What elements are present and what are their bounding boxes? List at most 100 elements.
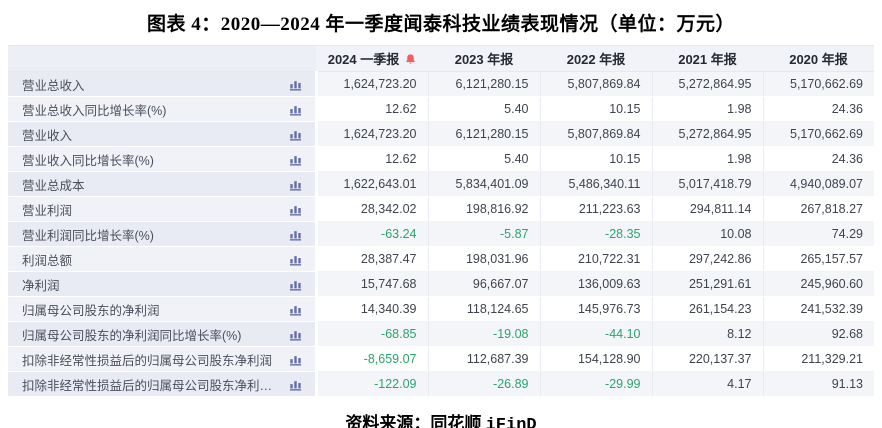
metric-label-cell: 营业收入 [8,121,318,147]
value-cell: 24.36 [762,146,874,172]
value-cell: 118,124.65 [427,296,540,322]
metric-label-cell: 归属母公司股东的净利润 [8,296,318,322]
table-row: 营业利润同比增长率(%) -63.24 -5.87 -28.35 10.08 74.29 [8,221,874,247]
value-cell: -26.89 [427,371,540,397]
value-cell: -122.09 [315,371,428,397]
value-cell: 74.29 [762,221,874,247]
column-header-label: 2024 一季报 [327,52,400,67]
column-header: 2021 年报 [652,45,763,72]
column-header: 2024 一季报 [316,45,428,72]
table-header: 2024 一季报 2023 年报 2022 年报 2021 年报 2020 年报 [8,45,874,72]
value-cell: 1.98 [651,96,763,122]
table-body: 营业总收入 1,624,723.20 6,121,280.15 5,807,869.8… [8,71,874,397]
value-cell: 6,121,280.15 [427,121,540,147]
value-cell: 5.40 [427,96,540,122]
table-row: 扣除非经常性损益后的归属母公司股东净利润 -8,659.07 112,687.39 1… [8,346,874,372]
metric-label: 营业总收入 [22,78,85,93]
value-cell: 198,816.92 [427,196,540,222]
bar-chart-icon[interactable] [283,128,314,141]
metric-label: 利润总额 [22,253,73,268]
metric-label: 归属母公司股东的净利润同比增长率(%) [22,328,242,343]
value-cell: 210,722.31 [539,246,652,272]
table-row: 营业总收入 1,624,723.20 6,121,280.15 5,807,869.8… [8,71,874,97]
bar-chart-icon[interactable] [283,253,314,266]
value-cell: 91.13 [762,371,874,397]
metric-label: 扣除非经常性损益后的归属母公司股东净利润同比增... [22,378,283,393]
bar-chart-icon[interactable] [283,328,314,341]
value-cell: 5,834,401.09 [427,171,540,197]
value-cell: 24.36 [762,96,874,122]
value-cell: 211,329.21 [762,346,874,372]
bar-chart-icon[interactable] [283,203,314,216]
table-row: 净利润 15,747.68 96,667.07 136,009.63 251,291.6… [8,271,874,297]
value-cell: 261,154.23 [651,296,763,322]
bar-chart-icon[interactable] [283,103,314,116]
value-cell: 10.15 [539,146,652,172]
column-header: 2022 年报 [540,45,652,72]
alert-bell-icon[interactable] [405,53,416,68]
value-cell: 15,747.68 [315,271,428,297]
metric-label-cell: 归属母公司股东的净利润同比增长率(%) [8,321,318,347]
table-row: 营业总收入同比增长率(%) 12.62 5.40 10.15 1.98 24.36 [8,96,874,122]
column-header-label: 2020 年报 [789,52,848,67]
column-header: 2020 年报 [763,45,874,72]
bar-chart-icon[interactable] [283,303,314,316]
column-header: 2023 年报 [428,45,540,72]
value-cell: 10.08 [651,221,763,247]
metric-label-cell: 营业总收入 [8,71,318,97]
value-cell: 5,170,662.69 [762,121,874,147]
value-cell: 267,818.27 [762,196,874,222]
metric-label: 扣除非经常性损益后的归属母公司股东净利润 [22,353,273,368]
value-cell: 145,976.73 [539,296,652,322]
metric-label: 营业收入同比增长率(%) [22,153,154,168]
value-cell: 265,157.57 [762,246,874,272]
table-row: 扣除非经常性损益后的归属母公司股东净利润同比增... -122.09-26.89-… [8,371,874,397]
value-cell: -19.08 [427,321,540,347]
value-cell: 5,272,864.95 [651,71,763,97]
value-cell: 1.98 [651,146,763,172]
metric-label: 归属母公司股东的净利润 [22,303,160,318]
metric-label: 营业利润 [22,203,73,218]
metric-label-cell: 扣除非经常性损益后的归属母公司股东净利润 [8,346,318,372]
value-cell: 4,940,089.07 [762,171,874,197]
metric-label-cell: 营业总收入同比增长率(%) [8,96,318,122]
metric-label: 营业总成本 [22,178,85,193]
metric-label-cell: 营业收入同比增长率(%) [8,146,318,172]
bar-chart-icon[interactable] [283,78,314,91]
value-cell: -68.85 [315,321,428,347]
value-cell: 1,622,643.01 [315,171,428,197]
financial-table: 2024 一季报 2023 年报 2022 年报 2021 年报 2020 年报 营业总… [8,45,874,397]
metric-label-cell: 净利润 [8,271,318,297]
bar-chart-icon[interactable] [283,378,314,391]
metric-label: 营业利润同比增长率(%) [22,228,154,243]
value-cell: 5,170,662.69 [762,71,874,97]
value-cell: -5.87 [427,221,540,247]
table-row: 归属母公司股东的净利润同比增长率(%) -68.85 -19.08 -44.10 8.1… [8,321,874,347]
bar-chart-icon[interactable] [283,178,314,191]
metric-label-cell: 营业总成本 [8,171,318,197]
value-cell: -8,659.07 [315,346,428,372]
value-cell: 4.17 [651,371,763,397]
value-cell: 198,031.96 [427,246,540,272]
value-cell: 211,223.63 [539,196,652,222]
value-cell: 245,960.60 [762,271,874,297]
value-cell: 5,807,869.84 [539,121,652,147]
column-header-label: 2022 年报 [566,52,626,67]
bar-chart-icon[interactable] [283,153,314,166]
metric-label-cell: 营业利润同比增长率(%) [8,221,318,247]
table-row: 归属母公司股东的净利润 14,340.39 118,124.65 145,976.73… [8,296,874,322]
table-row: 营业总成本 1,622,643.01 5,834,401.09 5,486,340.1… [8,171,874,197]
metric-label-cell: 利润总额 [8,246,318,272]
metric-label: 营业收入 [22,128,73,143]
bar-chart-icon[interactable] [283,278,314,291]
value-cell: 154,128.90 [539,346,652,372]
column-header-label: 2023 年报 [454,52,514,67]
bar-chart-icon[interactable] [283,353,314,366]
table-row: 利润总额 28,387.47 198,031.96 210,722.31 297,242… [8,246,874,272]
value-cell: 28,342.02 [315,196,428,222]
bar-chart-icon[interactable] [283,228,314,241]
table-row: 营业利润 28,342.02 198,816.92 211,223.63 294,811… [8,196,874,222]
table-row: 营业收入 1,624,723.20 6,121,280.15 5,807,869.84… [8,121,874,147]
header-row: 2024 一季报 2023 年报 2022 年报 2021 年报 2020 年报 [8,45,874,72]
value-cell: -28.35 [539,221,652,247]
